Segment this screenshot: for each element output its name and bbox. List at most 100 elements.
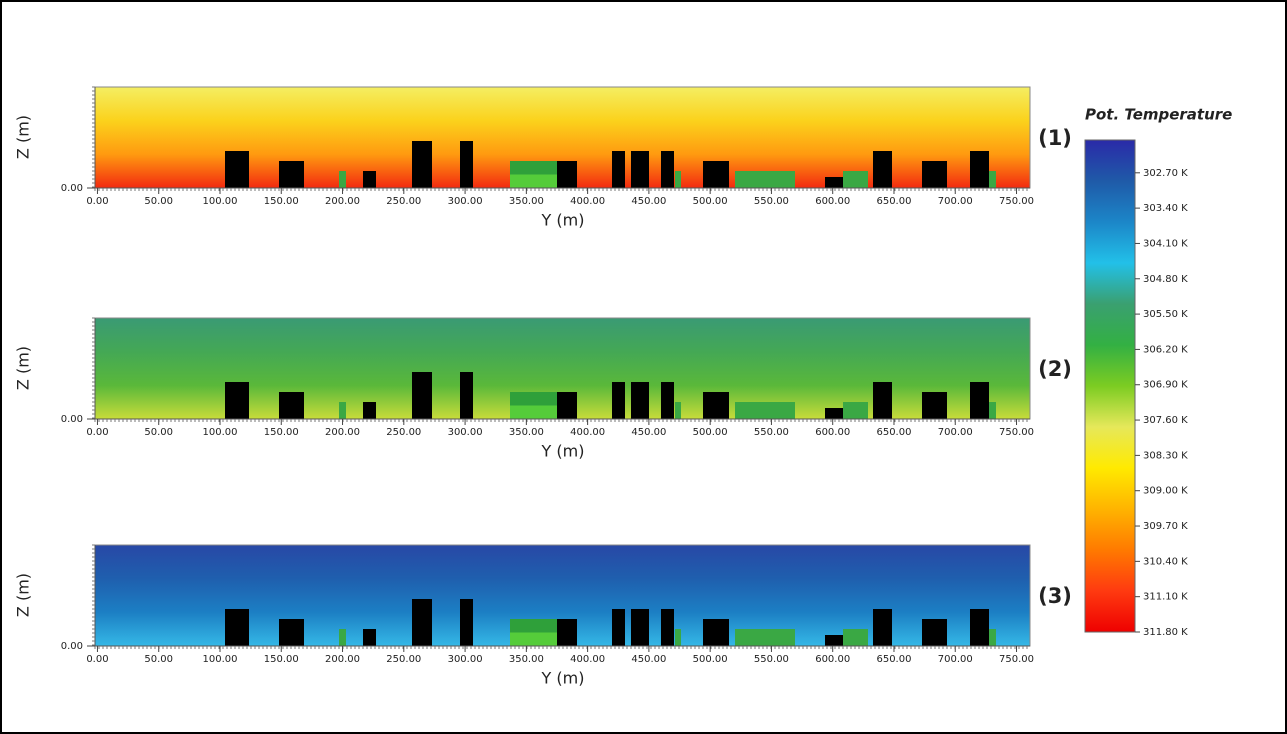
building (873, 382, 892, 419)
building (225, 609, 249, 646)
x-tick-label: 50.00 (144, 196, 173, 207)
vegetation (735, 171, 795, 188)
building (873, 609, 892, 646)
vegetation (339, 629, 346, 646)
building (970, 382, 989, 419)
x-tick-label: 400.00 (570, 654, 605, 665)
building (363, 629, 376, 646)
vegetation (989, 629, 996, 646)
building (557, 161, 577, 188)
x-tick-label: 650.00 (876, 427, 911, 438)
building (661, 382, 674, 419)
vegetation (843, 629, 868, 646)
vegetation (675, 402, 681, 419)
building (279, 619, 304, 646)
y-tick-label: 0.00 (61, 183, 83, 194)
building (631, 609, 649, 646)
colorbar-tick-label: 311.10 K (1143, 592, 1188, 603)
panel-label: (1) (1038, 126, 1072, 150)
vegetation (510, 619, 558, 633)
building (970, 151, 989, 188)
colorbar-tick-label: 305.50 K (1143, 309, 1188, 320)
x-tick-label: 300.00 (448, 427, 483, 438)
building (225, 382, 249, 419)
y-tick-label: 0.00 (61, 641, 83, 652)
colorbar-title: Pot. Temperature (1085, 106, 1232, 124)
building (363, 402, 376, 419)
building (825, 635, 843, 646)
colorbar-tick-label: 311.80 K (1143, 627, 1188, 638)
building (922, 161, 947, 188)
colorbar-tick-label: 304.80 K (1143, 274, 1188, 285)
vegetation (843, 171, 868, 188)
building (412, 599, 432, 646)
x-tick-label: 750.00 (999, 427, 1034, 438)
vegetation (675, 171, 681, 188)
vegetation (735, 629, 795, 646)
x-tick-label: 550.00 (754, 654, 789, 665)
vegetation (843, 402, 868, 419)
building (412, 372, 432, 419)
building (922, 392, 947, 419)
x-tick-label: 350.00 (509, 427, 544, 438)
x-tick-label: 400.00 (570, 427, 605, 438)
x-tick-label: 650.00 (876, 196, 911, 207)
x-tick-label: 0.00 (86, 196, 108, 207)
building (922, 619, 947, 646)
colorbar-tick-label: 306.90 K (1143, 380, 1188, 391)
colorbar-tick-label: 310.40 K (1143, 556, 1188, 567)
building (557, 392, 577, 419)
x-tick-label: 250.00 (386, 427, 421, 438)
x-tick-label: 700.00 (938, 196, 973, 207)
colorbar-tick-label: 308.30 K (1143, 450, 1188, 461)
x-tick-label: 500.00 (693, 654, 728, 665)
building (703, 619, 729, 646)
vegetation (510, 405, 558, 419)
building (225, 151, 249, 188)
vegetation (989, 171, 996, 188)
vegetation (989, 402, 996, 419)
building (661, 151, 674, 188)
building (612, 609, 625, 646)
building (460, 141, 473, 188)
panel-label: (3) (1038, 584, 1072, 608)
x-tick-label: 300.00 (448, 196, 483, 207)
building (661, 609, 674, 646)
building (363, 171, 376, 188)
building (557, 619, 577, 646)
x-tick-label: 50.00 (144, 427, 173, 438)
x-tick-label: 200.00 (325, 654, 360, 665)
building (460, 599, 473, 646)
x-tick-label: 700.00 (938, 654, 973, 665)
x-axis-label: Y (m) (541, 669, 585, 688)
x-tick-label: 550.00 (754, 196, 789, 207)
x-tick-label: 700.00 (938, 427, 973, 438)
x-tick-label: 150.00 (264, 654, 299, 665)
vegetation (339, 402, 346, 419)
x-tick-label: 200.00 (325, 196, 360, 207)
x-tick-label: 500.00 (693, 196, 728, 207)
vegetation (735, 402, 795, 419)
x-tick-label: 100.00 (202, 427, 237, 438)
x-tick-label: 550.00 (754, 427, 789, 438)
x-tick-label: 450.00 (631, 654, 666, 665)
x-tick-label: 150.00 (264, 427, 299, 438)
building (612, 151, 625, 188)
x-tick-label: 750.00 (999, 654, 1034, 665)
x-tick-label: 200.00 (325, 427, 360, 438)
x-tick-label: 650.00 (876, 654, 911, 665)
x-tick-label: 600.00 (815, 427, 850, 438)
vegetation (510, 632, 558, 646)
colorbar-tick-label: 309.00 K (1143, 486, 1188, 497)
building (279, 161, 304, 188)
vegetation (510, 161, 558, 175)
x-tick-label: 300.00 (448, 654, 483, 665)
vegetation (510, 392, 558, 406)
x-tick-label: 450.00 (631, 427, 666, 438)
x-tick-label: 350.00 (509, 654, 544, 665)
building (612, 382, 625, 419)
colorbar-tick-label: 303.40 K (1143, 203, 1188, 214)
x-tick-label: 450.00 (631, 196, 666, 207)
y-axis-label: Z (m) (14, 115, 33, 159)
